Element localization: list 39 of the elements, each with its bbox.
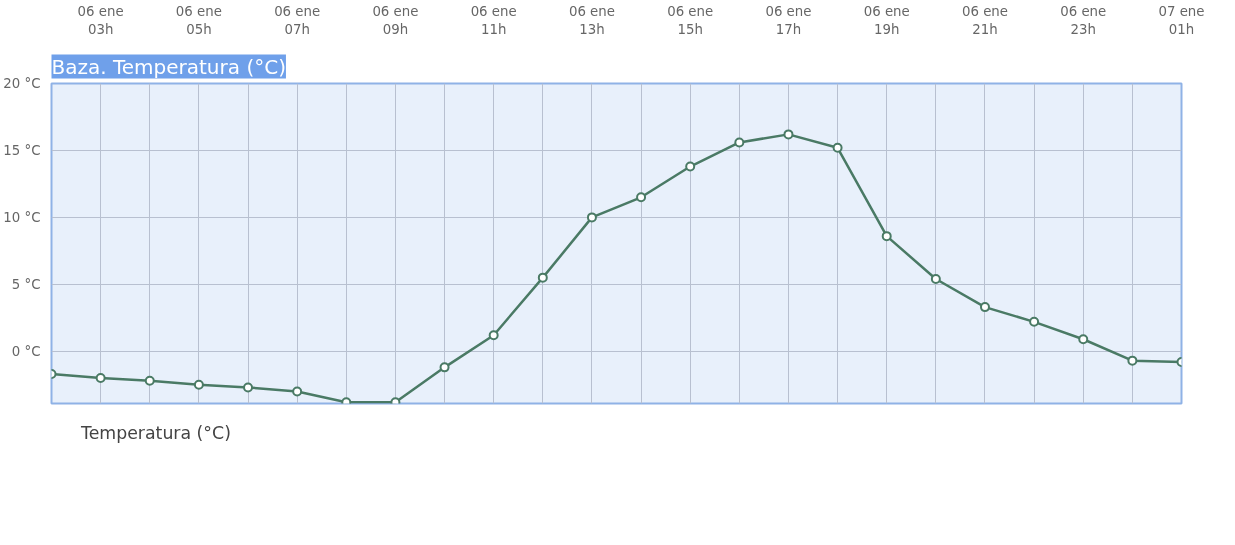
chart-title: Baza. Temperatura (°C) bbox=[51, 54, 286, 79]
point bbox=[832, 142, 843, 153]
point bbox=[1029, 316, 1040, 327]
point bbox=[881, 231, 892, 242]
x-tick-label: 06 ene 23h bbox=[1060, 3, 1107, 37]
point bbox=[439, 362, 450, 373]
point bbox=[979, 302, 990, 313]
point bbox=[95, 373, 106, 384]
x-tick-label: 06 ene 21h bbox=[961, 3, 1008, 37]
point bbox=[488, 330, 499, 341]
point bbox=[636, 192, 647, 203]
point bbox=[734, 137, 745, 148]
x-tick-label: 06 ene 11h bbox=[470, 3, 517, 37]
x-tick-label: 06 ene 17h bbox=[765, 3, 812, 37]
point bbox=[193, 379, 204, 390]
x-tick-label: 06 ene 15h bbox=[667, 3, 714, 37]
point bbox=[292, 386, 303, 397]
text: Temperatura (°C) bbox=[81, 423, 231, 443]
point bbox=[685, 161, 696, 172]
point bbox=[144, 375, 155, 386]
x-tick-label: 06 ene 19h bbox=[863, 3, 910, 37]
y-tick-label: 5 °C bbox=[11, 276, 41, 292]
x-tick-label: 06 ene 09h bbox=[372, 3, 419, 37]
y-tick-label: 15 °C bbox=[3, 142, 41, 158]
x-tick-label: 07 ene 01h bbox=[1158, 3, 1205, 37]
y-tick-label: 20 °C bbox=[3, 76, 41, 91]
point bbox=[537, 272, 548, 283]
point bbox=[243, 382, 254, 393]
y-tick-label: 0 °C bbox=[11, 343, 41, 359]
x-tick-label: 06 ene 03h bbox=[77, 3, 124, 37]
x-tick-label: 06 ene 05h bbox=[175, 3, 222, 37]
x-tick-label: 06 ene 07h bbox=[274, 3, 321, 37]
point bbox=[586, 212, 597, 223]
y-tick-label: 10 °C bbox=[3, 209, 41, 225]
point bbox=[1078, 334, 1089, 345]
point bbox=[783, 129, 794, 140]
point bbox=[930, 273, 941, 284]
point bbox=[1127, 355, 1138, 366]
x-tick-label: 06 ene 13h bbox=[568, 3, 615, 37]
